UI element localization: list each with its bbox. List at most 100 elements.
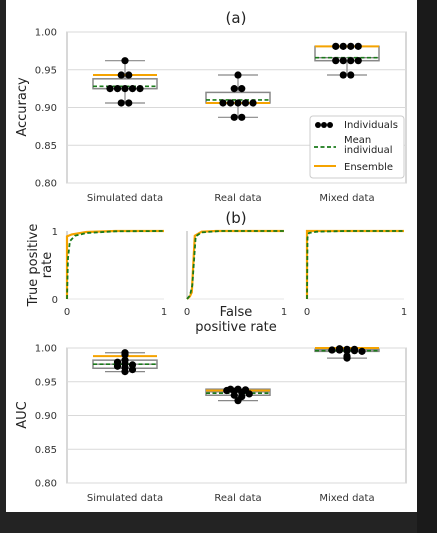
individual-point [238,85,246,93]
y-tick-label: 0.80 [35,179,57,190]
individual-point [121,85,129,93]
legend-individuals-marker [327,122,333,128]
legend-box [309,115,405,179]
individual-point [249,99,257,107]
individual-point [328,346,336,354]
x-tick-label: Simulated data [87,493,163,504]
legend-mean-label: Mean individual [344,135,393,156]
individual-point [332,57,340,65]
x-tick-label: 0 [64,307,70,318]
individual-point [347,71,355,79]
y-axis-label: True positiverate [26,224,55,308]
individual-point [125,71,133,79]
x-tick-label: 0 [304,307,310,318]
auc-chart: 0.80 0.85 0.90 0.95 1.00 AUC Simulated data Rea… [15,344,407,504]
individual-point [354,57,362,65]
roc-ensemble-line [305,229,404,299]
individual-point [234,99,242,107]
y-tick-label: 0.85 [35,141,57,152]
individual-point [354,42,362,50]
y-axis-label-line: rate [40,252,55,278]
individual-point [339,71,347,79]
x-axis-label: False positive rate [195,305,277,335]
x-tick-label: 1 [401,307,407,318]
x-tick-label: Real data [214,193,261,204]
individual-point [226,99,235,107]
box [314,45,380,62]
y-tick-label: 0 [52,295,58,306]
individual-point [121,57,129,65]
individual-point [128,366,137,374]
y-tick-label: 0.95 [35,377,57,388]
roc-mean-individual-line [66,230,165,300]
individual-point [113,362,122,370]
individual-point [350,347,359,355]
individual-point [335,346,344,354]
individual-point [125,99,133,107]
figure-panel [6,0,417,512]
legend-ensemble-label: Ensemble [344,162,393,173]
individual-point [230,85,238,93]
roc-mean-individual-line [186,230,284,300]
window-edge [417,0,437,533]
individual-point [219,99,227,107]
y-tick-label: 0.85 [35,445,57,456]
legend-mean-label-line: Mean [344,135,371,146]
x-tick-label: Real data [214,493,261,504]
individual-point [343,347,351,355]
accuracy-chart: 0.80 0.85 0.90 0.95 1.00 (a) Accuracy Simulated… [15,9,407,204]
individual-point [234,71,242,79]
y-axis-label: Accuracy [15,77,30,137]
individual-point [230,391,238,399]
individual-point [343,354,351,362]
x-axis-label-line: positive rate [195,320,277,335]
individual-point [121,351,129,359]
individual-point [230,113,238,121]
y-tick-label: 0.80 [35,479,57,490]
roc-mean-individual-line [306,230,404,300]
individual-point [347,42,355,50]
individual-point [347,57,355,65]
y-tick-label: 0.90 [35,103,57,114]
x-axis-label-line: False [220,305,253,320]
individual-point [223,386,231,395]
x-tick-label: 0 [184,307,190,318]
legend-individuals-label: Individuals [344,120,398,131]
individual-point [117,71,125,79]
roc-ensemble-line [186,229,284,300]
legend-individuals-marker [315,122,321,128]
x-tick-label: 1 [161,307,167,318]
y-axis-label: AUC [15,401,30,429]
legend-individuals-marker [321,122,327,128]
x-tick-label: Mixed data [319,193,374,204]
individual-point [339,42,347,50]
legend-mean-label-line: individual [344,145,393,156]
individual-point [358,347,366,355]
individual-point [339,57,347,65]
x-tick-label: Simulated data [87,193,163,204]
individual-point [113,85,122,93]
individual-point [106,85,114,93]
individual-point [238,113,246,121]
y-tick-label: 1.00 [35,344,57,355]
panel-title: (b) [225,209,246,227]
y-tick-label: 1 [52,227,58,238]
roc-ensemble-line [65,229,164,299]
individual-point [332,42,340,50]
x-tick-label: 1 [281,307,287,318]
individual-point [234,397,242,405]
y-axis-label-line: True positive [26,224,41,308]
y-tick-label: 0.90 [35,411,57,422]
individual-point [121,368,129,376]
individual-point [241,99,250,107]
individual-point [117,99,125,107]
roc-chart: (b) True positiverate False positive rate 1 0… [26,209,407,335]
individual-point [128,85,137,93]
y-tick-label: 1.00 [35,28,57,39]
y-tick-label: 0.95 [35,65,57,76]
individual-point [136,85,144,93]
individual-point [245,390,253,398]
panel-title: (a) [226,9,247,27]
x-tick-label: Mixed data [319,493,374,504]
